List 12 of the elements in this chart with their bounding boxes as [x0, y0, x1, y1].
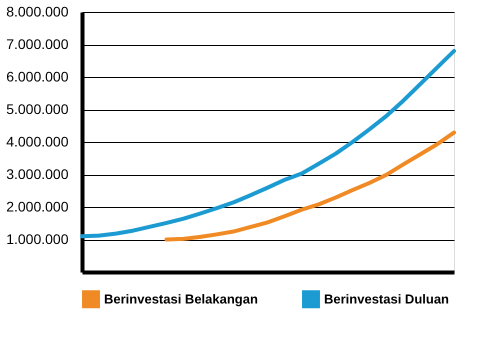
y-tick-label: 5.000.000 [6, 101, 69, 117]
y-tick-label: 8.000.000 [6, 4, 69, 20]
line-series [164, 130, 456, 242]
y-tick-label: 7.000.000 [6, 36, 69, 52]
legend-label: Berinvestasi Belakangan [104, 291, 258, 306]
y-tick-label: 3.000.000 [6, 166, 69, 182]
line-series [80, 49, 456, 238]
y-tick-label: 1.000.000 [6, 231, 69, 247]
y-tick-label: 6.000.000 [6, 68, 69, 84]
y-tick-label: 4.000.000 [6, 134, 69, 150]
legend-label: Berinvestasi Duluan [324, 291, 450, 306]
y-tick-label: 2.000.000 [6, 198, 69, 214]
